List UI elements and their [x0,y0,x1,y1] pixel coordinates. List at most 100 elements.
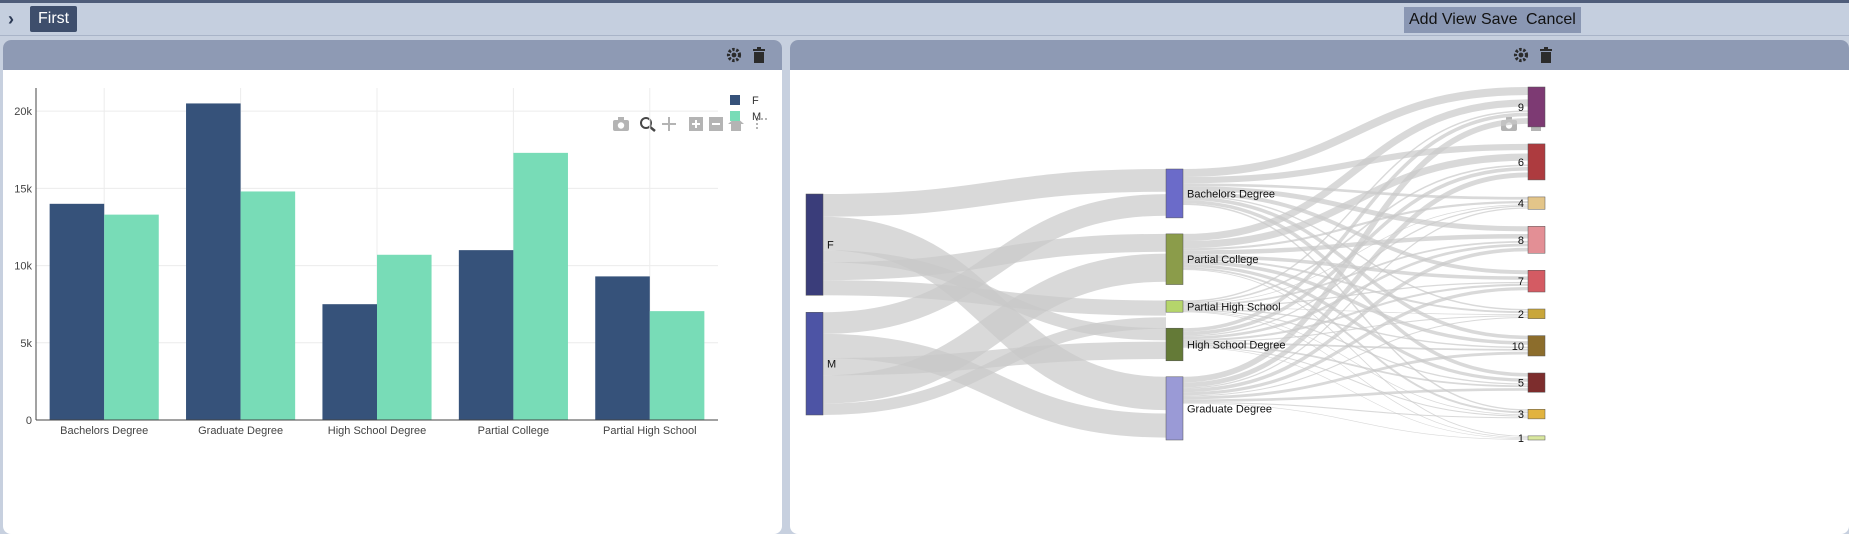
sankey-node[interactable] [1527,335,1546,357]
sankey-node[interactable] [1165,233,1184,285]
sankey-link[interactable] [1182,316,1529,397]
sankey-link[interactable] [822,253,1167,404]
gear-icon[interactable] [1511,45,1531,65]
sankey-link[interactable] [1182,112,1529,332]
x-tick-label: Bachelors Degree [60,425,148,437]
sankey-link[interactable] [1182,207,1529,389]
sankey-link[interactable] [1182,260,1529,345]
spike-lines-icon[interactable] [753,116,771,132]
sankey-link[interactable] [1182,191,1529,275]
sankey-node[interactable] [1165,376,1184,441]
bar-m[interactable] [377,254,432,420]
sankey-link[interactable] [1182,287,1529,396]
sankey-link[interactable] [1182,347,1529,439]
cancel-button[interactable]: Cancel [1521,7,1581,33]
camera-icon[interactable] [612,116,630,132]
pan-icon[interactable] [660,116,678,132]
add-view-button[interactable]: Add View [1404,7,1482,33]
sankey-link[interactable] [1182,344,1529,388]
sankey-link[interactable] [1182,403,1529,440]
sankey-link[interactable] [1182,307,1529,315]
sankey-link[interactable] [1182,183,1529,200]
sankey-link[interactable] [822,333,1167,438]
sankey-link[interactable] [1182,172,1529,388]
zoom-out-icon[interactable] [707,116,725,132]
sankey-link[interactable] [1182,110,1529,302]
sankey-link[interactable] [1182,240,1529,307]
bar-f[interactable] [186,103,241,420]
sankey-link[interactable] [1182,402,1529,419]
legend-label-m[interactable]: M [752,111,761,123]
sankey-link[interactable] [1182,205,1529,337]
bar-m[interactable] [513,152,568,420]
zoom-in-icon[interactable] [687,116,705,132]
sankey-link[interactable] [1182,308,1529,349]
bar-f[interactable] [458,250,514,420]
sankey-link[interactable] [1182,315,1529,343]
sankey-link[interactable] [1182,351,1529,400]
sankey-link[interactable] [1182,243,1529,340]
bar-f[interactable] [322,304,377,420]
sankey-link[interactable] [1182,203,1529,411]
bar-m[interactable] [649,311,705,420]
sankey-node[interactable] [1527,143,1546,181]
sankey-node[interactable] [1527,86,1546,128]
sankey-node[interactable] [1527,270,1546,293]
sankey-link[interactable] [1182,263,1529,382]
sankey-link[interactable] [1182,201,1529,251]
sankey-link[interactable] [1182,310,1529,416]
sankey-link[interactable] [1182,388,1529,403]
sankey-link[interactable] [1182,283,1529,342]
sankey-link[interactable] [822,341,1167,376]
sankey-node[interactable] [1527,226,1546,254]
chevron-right-icon[interactable]: › [8,8,14,29]
save-button[interactable]: Save [1476,7,1523,33]
bar-m[interactable] [240,191,296,420]
sankey-link[interactable] [1182,186,1529,232]
sankey-node[interactable] [1527,196,1546,210]
sankey-link[interactable] [1182,153,1529,249]
sankey-link[interactable] [1182,87,1529,178]
sankey-link[interactable] [822,194,1167,334]
trash-icon[interactable] [1536,45,1556,65]
sankey-link[interactable] [1182,143,1529,184]
x-axis-ticks: Bachelors Degree Graduate Degree High Scho… [60,425,696,437]
sankey-node[interactable] [1527,372,1546,393]
sankey-node[interactable] [805,312,824,416]
sankey-link[interactable] [1182,258,1529,314]
legend-label-f[interactable]: F [752,95,759,107]
bar-f[interactable] [49,203,105,420]
sankey-link[interactable] [1182,346,1529,417]
sankey-node[interactable] [1527,435,1546,441]
sankey-node[interactable] [1165,168,1184,219]
sankey-node[interactable] [1527,308,1546,319]
sankey-link[interactable] [822,317,1167,416]
y-tick-label: 20k [14,106,32,118]
trash-icon[interactable] [749,45,769,65]
sankey-node-label: Bachelors Degree [1187,188,1275,200]
sankey-link[interactable] [1182,199,1529,377]
zoom-icon[interactable] [639,116,657,132]
sankey-link[interactable] [822,280,1167,316]
gear-icon[interactable] [724,45,744,65]
sankey-link[interactable] [1182,234,1529,255]
sankey-node[interactable] [1165,300,1184,313]
sankey-node-label: 6 [1518,157,1524,169]
sankey-link[interactable] [1182,164,1529,304]
sankey-node-label: 7 [1518,276,1524,288]
tab-first[interactable]: First [30,6,78,32]
bar-f[interactable] [595,276,650,420]
sankey-node[interactable] [1527,408,1546,420]
sankey-link[interactable] [1182,118,1529,383]
sankey-link[interactable] [822,169,1167,217]
sankey-link[interactable] [1182,99,1529,242]
sankey-node[interactable] [1165,327,1184,362]
sankey-link[interactable] [1182,342,1529,351]
sankey-link[interactable] [1182,269,1529,437]
sankey-link[interactable] [1182,254,1529,280]
sankey-node[interactable] [805,193,824,296]
bar-m[interactable] [104,214,159,420]
sankey-link[interactable] [1182,247,1529,393]
sankey-node-label: Partial College [1187,254,1259,266]
sankey-link[interactable] [1182,281,1529,308]
